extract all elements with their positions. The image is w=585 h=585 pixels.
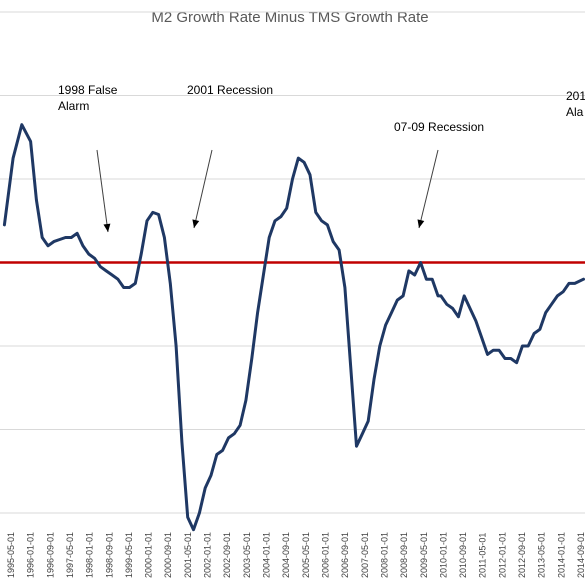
annotation-arrowhead bbox=[417, 219, 425, 228]
x-tick-label: 2009-05-01 bbox=[419, 532, 429, 578]
x-tick-label: 2014-09-01 bbox=[576, 532, 585, 578]
annotation-label: 201 Ala bbox=[566, 89, 585, 119]
x-tick-label: 2012-09-01 bbox=[517, 532, 527, 578]
x-tick-label: 1996-01-01 bbox=[26, 532, 36, 578]
x-tick-label: 2010-09-01 bbox=[458, 532, 468, 578]
x-tick-label: 2011-05-01 bbox=[478, 533, 488, 578]
x-tick-label: 2003-05-01 bbox=[242, 532, 252, 578]
x-axis-tick-labels: 1995-05-01 1996-01-01 1996-09-01 1997-05-01… bbox=[6, 532, 585, 578]
x-tick-label: 1999-05-01 bbox=[124, 532, 134, 578]
x-tick-label: 2010-01-01 bbox=[438, 532, 448, 578]
x-tick-label: 2002-01-01 bbox=[203, 532, 213, 578]
x-tick-label: 2008-09-01 bbox=[399, 532, 409, 578]
series-line bbox=[2, 123, 585, 532]
x-tick-label: 2004-09-01 bbox=[281, 532, 291, 578]
annotation-label: 2001 Recession bbox=[187, 83, 273, 97]
x-tick-label: 2005-05-01 bbox=[301, 532, 311, 578]
annotation-label: 1998 False Alarm bbox=[58, 83, 118, 113]
x-tick-label: 2012-01-01 bbox=[497, 532, 507, 578]
x-tick-label: 1998-01-01 bbox=[85, 532, 95, 578]
x-tick-label: 1998-09-01 bbox=[104, 532, 114, 578]
x-tick-label: 2007-05-01 bbox=[360, 532, 370, 578]
x-tick-label: 1997-05-01 bbox=[65, 532, 75, 578]
annotations: 1998 False Alarm 2001 Recession 07-09 Reces… bbox=[58, 83, 585, 233]
annotation-arrow bbox=[96, 149, 109, 233]
x-tick-label: 2008-01-01 bbox=[379, 532, 389, 578]
annotation-arrow bbox=[193, 149, 213, 229]
x-tick-label: 2000-01-01 bbox=[144, 532, 154, 578]
x-tick-label: 2014-01-01 bbox=[556, 532, 566, 578]
annotation-arrow bbox=[418, 149, 439, 229]
x-tick-label: 2001-05-01 bbox=[183, 532, 193, 578]
annotation-label: 07-09 Recession bbox=[394, 120, 484, 134]
x-tick-label: 2006-09-01 bbox=[340, 532, 350, 578]
chart-title: M2 Growth Rate Minus TMS Growth Rate bbox=[151, 9, 428, 26]
x-tick-label: 2002-09-01 bbox=[222, 532, 232, 578]
annotation-arrowhead bbox=[103, 223, 111, 232]
annotation-arrowhead bbox=[192, 219, 200, 228]
x-tick-label: 2004-01-01 bbox=[262, 532, 272, 578]
x-tick-label: 1995-05-01 bbox=[6, 532, 16, 578]
x-tick-label: 2013-05-01 bbox=[537, 532, 547, 578]
x-tick-label: 1996-09-01 bbox=[45, 532, 55, 578]
x-tick-label: 2000-09-01 bbox=[163, 532, 173, 578]
x-tick-label: 2006-01-01 bbox=[321, 532, 331, 578]
